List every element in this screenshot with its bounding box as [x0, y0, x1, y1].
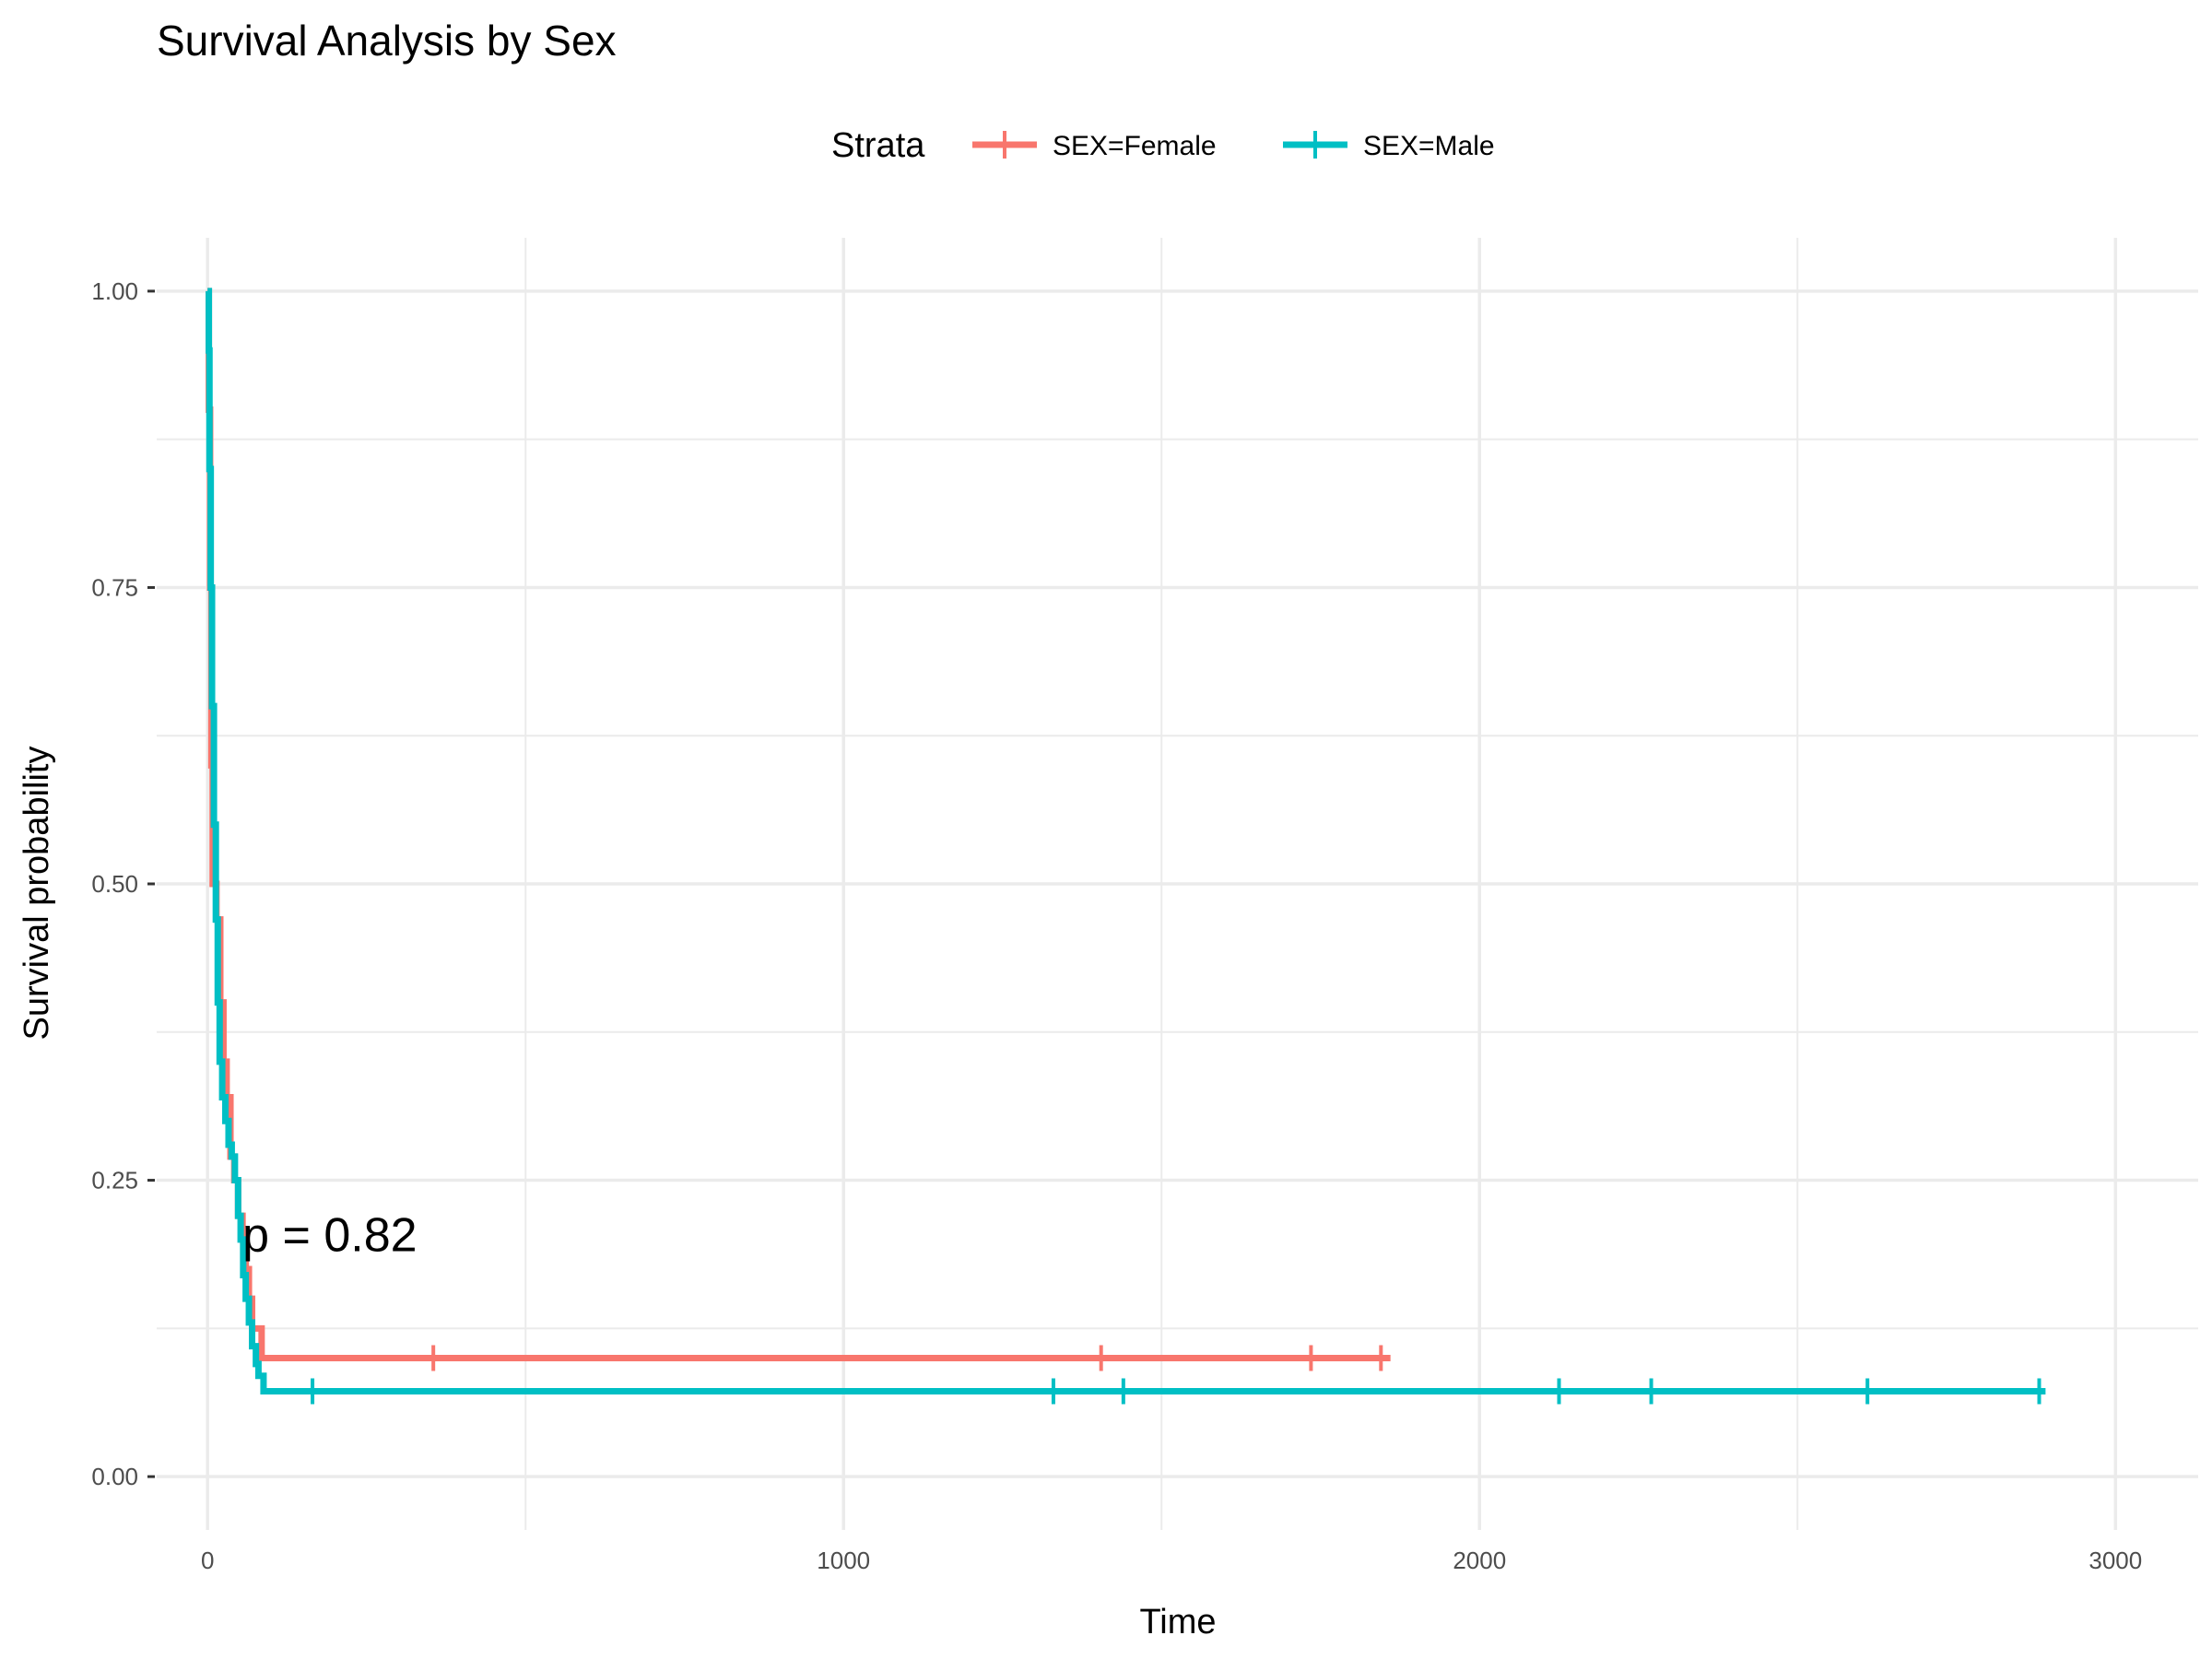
legend-items: SEX=Female SEX=Male	[972, 131, 1495, 161]
legend-title: Strata	[831, 126, 925, 165]
y-tick-label: 0.25	[91, 1167, 138, 1194]
series	[206, 288, 2046, 1405]
legend-label: SEX=Female	[1053, 131, 1217, 161]
x-tick-label: 3000	[2088, 1547, 2142, 1574]
grid	[157, 238, 2198, 1530]
survival-curve	[206, 288, 2046, 1395]
x-axis-title: Time	[1139, 1603, 1216, 1641]
y-axis-title: Survival probability	[18, 747, 56, 1041]
x-tick-label: 1000	[817, 1547, 870, 1574]
y-tick-label: 1.00	[91, 277, 138, 305]
y-tick-label: 0.00	[91, 1463, 138, 1490]
p-value-annotation: p = 0.82	[242, 1209, 417, 1263]
axes: 0.00 0.25 0.50 0.75 1.00 0 1000 2000 3000	[91, 277, 2142, 1574]
legend-label: SEX=Male	[1363, 131, 1495, 161]
legend: Strata SEX=Female SEX=Male	[831, 126, 1495, 165]
y-tick-label: 0.75	[91, 573, 138, 601]
survival-curve	[206, 288, 1391, 1361]
y-tick-label: 0.50	[91, 870, 138, 898]
x-tick-label: 0	[201, 1547, 214, 1574]
x-tick-label: 2000	[1453, 1547, 1506, 1574]
chart-title: Survival Analysis by Sex	[157, 17, 617, 65]
